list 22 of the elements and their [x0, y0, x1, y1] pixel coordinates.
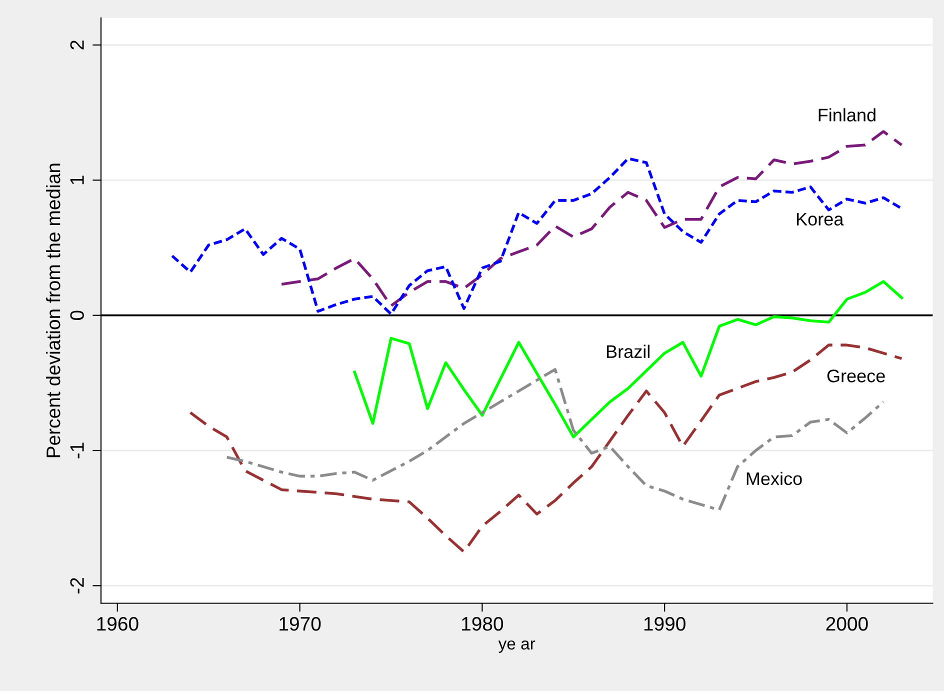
x-tick-label: 1960 [97, 616, 138, 631]
line-series [280, 130, 904, 308]
line-series [188, 344, 904, 554]
y-tick-label: 2 [70, 40, 84, 50]
series-label: Finland [818, 108, 876, 122]
series-label: Greece [827, 370, 885, 382]
y-tick-label: -2 [70, 578, 84, 594]
x-tick-label: 1980 [462, 616, 504, 631]
line-series [225, 368, 885, 512]
y-tick-label: 0 [70, 310, 84, 320]
series-label: Mexico [746, 472, 802, 486]
line-series [353, 280, 904, 438]
x-axis-title: ye ar [498, 640, 536, 653]
y-axis-title: Percent deviation from the median [46, 164, 60, 458]
y-tick-label: -1 [70, 442, 84, 458]
y-tick-label: 1 [70, 176, 84, 184]
x-tick-label: 2000 [826, 616, 868, 631]
x-tick-label: 1970 [280, 616, 321, 631]
x-tick-label: 1990 [644, 616, 686, 631]
series-label: Brazil [607, 344, 650, 358]
series-label: Korea [796, 212, 844, 226]
line-series [170, 157, 904, 316]
